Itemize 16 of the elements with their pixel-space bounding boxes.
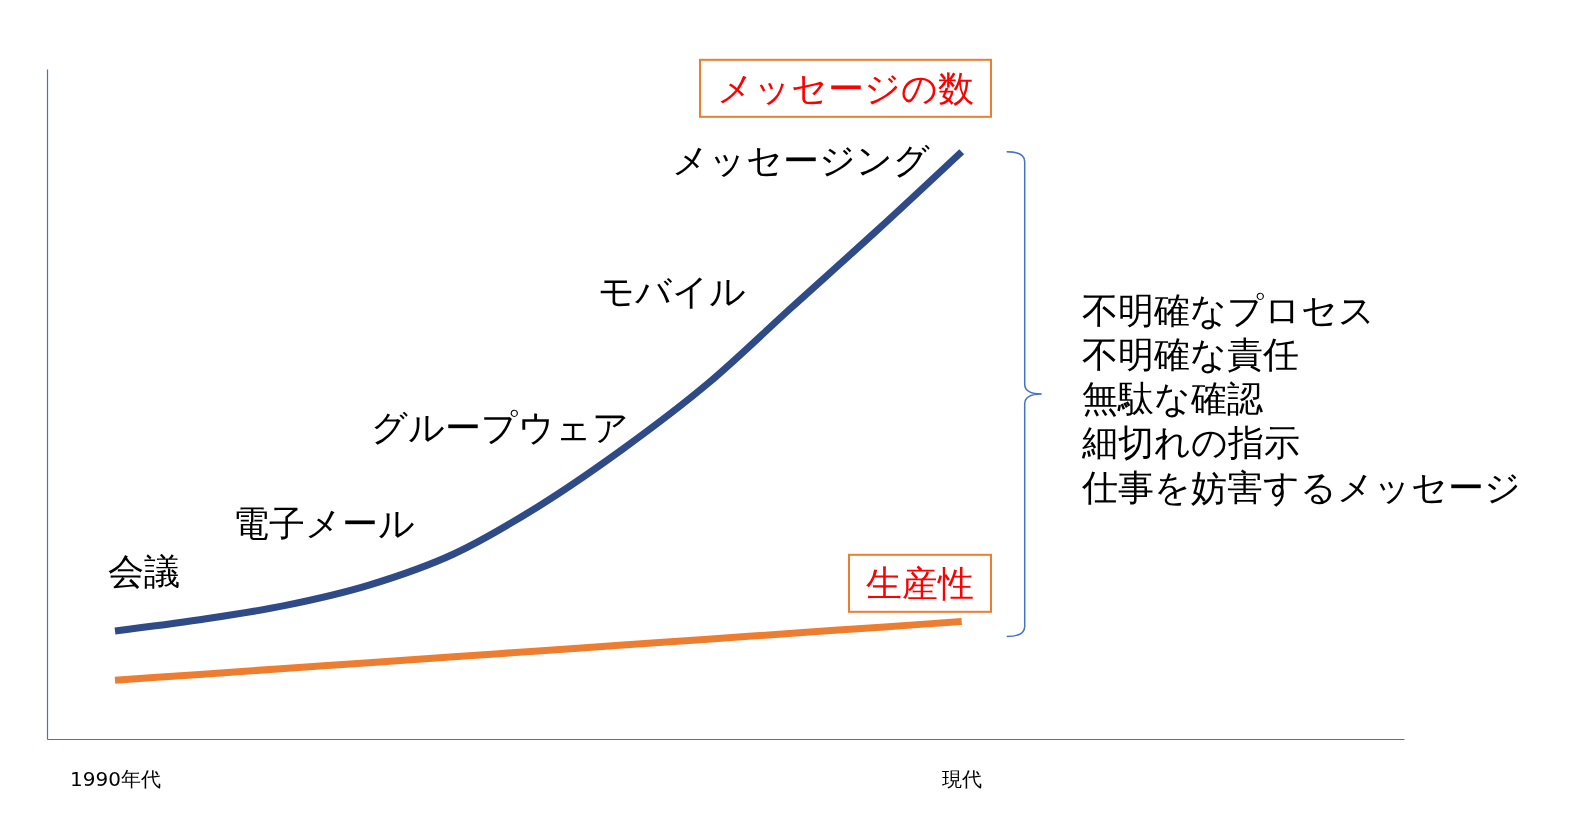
text: 細切れの指示 (1080, 422, 1300, 464)
annotation: 会議 (107, 550, 180, 592)
text: 仕事を妨害するメッセージ (1080, 466, 1521, 508)
series-label: メッセージの数 (716, 67, 974, 109)
x-tick-label: 1990年代 (70, 766, 161, 791)
annotation: グループウェア (371, 407, 630, 448)
text: 不明確な責任 (1081, 333, 1299, 375)
text: 不明確なプロセス (1081, 289, 1375, 331)
label-frame: 生産性 (847, 553, 992, 613)
x-tick-label: 現代 (942, 766, 983, 791)
annotation: メッセージング (671, 139, 930, 181)
annotation: 電子メール (233, 502, 415, 544)
label-frame: メッセージの数 (698, 58, 992, 118)
text: 無駄な確認 (1081, 378, 1263, 420)
annotation: モバイル (597, 271, 746, 313)
series-label: 生産性 (865, 562, 974, 604)
